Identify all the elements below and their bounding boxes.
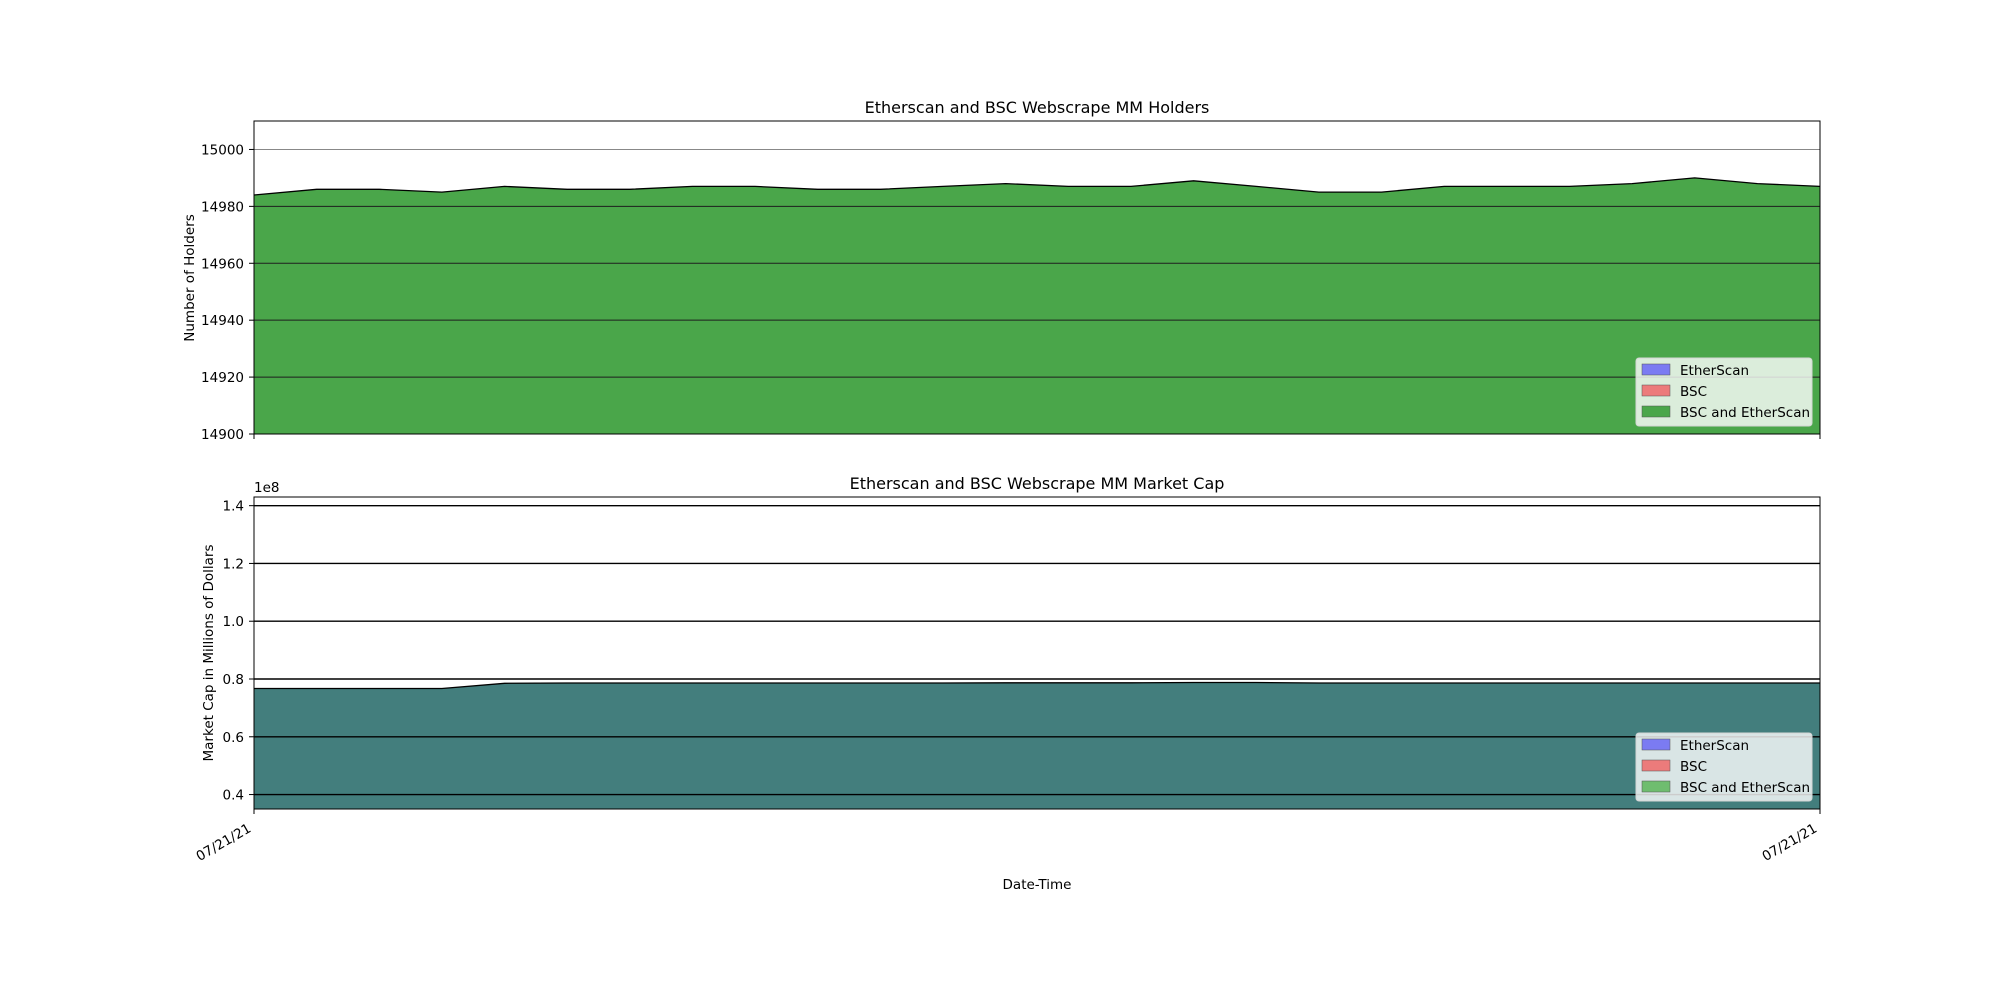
y-tick-label: 1.0 xyxy=(223,614,244,630)
x-tick-label: 07/21/21 xyxy=(1759,821,1820,865)
y-tick-label: 14980 xyxy=(201,199,244,215)
area-fill-0 xyxy=(254,177,1820,434)
legend-label: BSC and EtherScan xyxy=(1680,780,1810,796)
holders-y-axis-label: Number of Holders xyxy=(182,214,198,341)
x-axis-label: Date-Time xyxy=(1003,877,1072,893)
y-tick-label: 1.4 xyxy=(223,499,244,515)
x-tick-label: 07/21/21 xyxy=(193,821,254,865)
legend-swatch xyxy=(1641,363,1671,376)
area-fill-1 xyxy=(254,682,1820,809)
legend-box xyxy=(1635,732,1813,802)
y-tick-label: 14960 xyxy=(201,256,244,272)
series-line xyxy=(253,177,1821,196)
market-cap-chart: Etherscan and BSC Webscrape MM Market Ca… xyxy=(193,474,1821,893)
y-tick-label: 0.8 xyxy=(223,672,244,688)
legend-box xyxy=(1635,357,1813,427)
plot-frame xyxy=(253,496,1821,810)
series-line xyxy=(254,681,1820,690)
y-tick-label: 0.6 xyxy=(223,730,244,746)
market-cap-chart-title: Etherscan and BSC Webscrape MM Market Ca… xyxy=(850,474,1225,493)
plot-frame xyxy=(253,120,1821,435)
legend-swatch xyxy=(1641,405,1671,418)
legend-label: BSC xyxy=(1680,759,1707,775)
y-tick-label: 14920 xyxy=(201,370,244,386)
legend-swatch xyxy=(1641,759,1671,772)
legend-swatch xyxy=(1641,738,1671,751)
legend-label: EtherScan xyxy=(1680,738,1749,754)
holders-chart: Etherscan and BSC Webscrape MM Holders N… xyxy=(182,98,1821,443)
y-tick-label: 15000 xyxy=(201,142,244,158)
y-tick-label: 14900 xyxy=(201,427,244,443)
market-cap-offset-label: 1e8 xyxy=(254,480,279,496)
y-tick-label: 14940 xyxy=(201,313,244,329)
market-cap-y-axis-label: Market Cap in Millions of Dollars xyxy=(201,545,217,762)
y-tick-label: 0.4 xyxy=(223,788,244,804)
y-tick-label: 1.2 xyxy=(223,556,244,572)
legend-swatch xyxy=(1641,780,1671,793)
legend-label: EtherScan xyxy=(1680,363,1749,379)
legend-label: BSC and EtherScan xyxy=(1680,405,1810,421)
holders-chart-title: Etherscan and BSC Webscrape MM Holders xyxy=(865,98,1210,117)
legend-swatch xyxy=(1641,384,1671,397)
legend-label: BSC xyxy=(1680,384,1707,400)
